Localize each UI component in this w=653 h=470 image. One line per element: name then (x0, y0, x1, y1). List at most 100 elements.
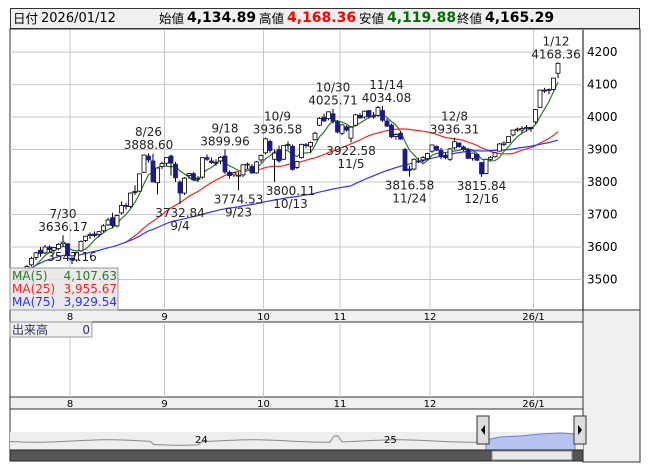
candle-body-up (51, 247, 57, 251)
candle-body-down (65, 243, 70, 257)
candle (407, 165, 412, 177)
candle-body-up (506, 136, 511, 143)
candle (60, 235, 66, 247)
candle-body-up (281, 145, 286, 160)
scrollbar-thumb[interactable] (491, 450, 573, 461)
candle-body-down (47, 246, 52, 250)
y-tick-label: 3600 (587, 240, 618, 254)
x-tick-label: 9 (161, 312, 167, 323)
candle-body-down (456, 142, 462, 148)
candle-body-up (470, 152, 475, 159)
date-value: 2026/01/12 (41, 11, 116, 26)
y-tick-label: 4100 (587, 78, 618, 92)
candle (384, 118, 390, 127)
candle-body-down (434, 145, 439, 151)
candle-body-up (317, 117, 322, 126)
candle (92, 231, 97, 238)
ma5-line (35, 82, 559, 266)
price-annotation: 4034.08 (362, 91, 412, 105)
candle-body-down (146, 155, 151, 161)
price-annotation: 3899.96 (200, 135, 250, 149)
candle (371, 112, 376, 119)
candle (51, 246, 57, 254)
candle (231, 172, 237, 178)
price-annotation: 1/12 (543, 34, 570, 48)
candle-body-down (335, 121, 340, 133)
candle (447, 147, 453, 161)
legend-label: MA(5) (12, 269, 48, 283)
candle-body-up (42, 246, 48, 254)
candle-body-up (114, 215, 120, 227)
candle-body-down (168, 155, 174, 164)
price-annotation: 3800.11 (266, 184, 316, 198)
candle-body-up (528, 127, 534, 129)
price-annotation: 3547.16 (47, 250, 97, 264)
candle (321, 113, 327, 122)
price-annotation: 8/26 (135, 125, 162, 139)
low-label: 安値 (359, 11, 385, 26)
price-annotation: 10/30 (316, 81, 351, 95)
candle-body-down (330, 113, 336, 122)
candle (506, 136, 511, 144)
candle (177, 180, 183, 204)
candle (389, 123, 394, 139)
candle (533, 108, 538, 124)
price-annotation: 9/23 (225, 205, 252, 219)
candle-body-down (321, 116, 327, 122)
candle-body-up (56, 243, 61, 250)
price-annotation: 3732.84 (155, 206, 205, 220)
date-axis-top (9, 309, 584, 323)
candle (452, 137, 457, 150)
candle-body-down (249, 166, 255, 174)
candle-body-up (164, 157, 169, 164)
candle (551, 77, 556, 91)
candle-body-down (290, 145, 295, 170)
candle-body-down (384, 120, 390, 127)
candle (470, 152, 475, 161)
candle (290, 144, 295, 171)
close-value: 4,165.29 (485, 10, 555, 26)
caret-left-icon (481, 425, 485, 435)
legend-label: MA(25) (12, 282, 55, 296)
candle (330, 108, 336, 124)
candle (537, 89, 543, 108)
candle (137, 173, 142, 192)
candle (123, 203, 129, 210)
candle (528, 126, 534, 132)
navigator-label: 24 (195, 435, 208, 446)
candle-body-up (182, 177, 187, 194)
price-annotation: 3936.58 (253, 123, 303, 137)
candle-body-down (357, 115, 363, 119)
candle (186, 172, 192, 179)
candle (272, 149, 277, 182)
candle-body-down (479, 162, 484, 175)
price-annotation-group: 3547.16 (47, 250, 97, 264)
candle-body-up (452, 141, 457, 149)
x-tick-label: 10 (257, 312, 270, 323)
candle-body-up (231, 172, 237, 176)
candle-body-up (299, 143, 304, 159)
candle-body-up (272, 152, 277, 160)
volume-value: 0 (82, 323, 90, 337)
x-tick-label-bottom: 10 (257, 399, 270, 410)
candle (420, 156, 426, 163)
candle (285, 141, 291, 150)
candle (110, 212, 115, 228)
candle (150, 153, 156, 183)
y-tick-label: 3700 (587, 208, 618, 222)
candle (245, 162, 250, 170)
candle-body-up (447, 148, 453, 160)
y-tick-label: 4000 (587, 110, 618, 124)
navigator-label: 25 (384, 435, 397, 446)
candle-body-up (362, 110, 367, 118)
candle (402, 147, 408, 172)
candle (438, 147, 444, 160)
candle-body-up (420, 157, 426, 161)
candle-body-down (123, 205, 129, 207)
price-annotation: 3816.58 (385, 179, 435, 193)
candle-body-up (200, 157, 205, 178)
open-value: 4,134.89 (187, 10, 257, 26)
